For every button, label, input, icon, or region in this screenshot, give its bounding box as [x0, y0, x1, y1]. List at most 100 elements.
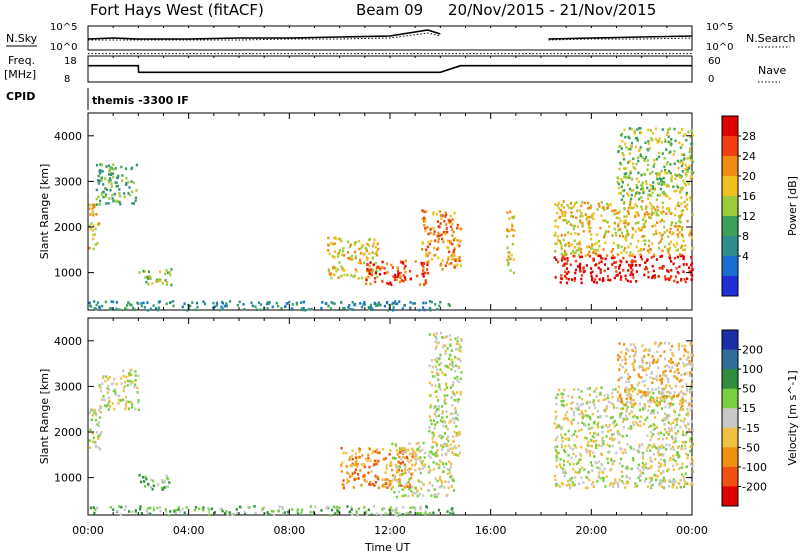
data-cell — [635, 211, 638, 214]
data-cell — [378, 451, 381, 455]
data-cell — [455, 431, 458, 435]
data-cell — [94, 227, 97, 231]
data-cell — [431, 365, 434, 369]
data-cell — [674, 177, 677, 180]
data-cell — [618, 271, 621, 275]
data-cell — [627, 245, 630, 249]
data-cell — [443, 394, 446, 397]
data-cell — [630, 410, 633, 413]
data-cell — [648, 364, 651, 368]
data-cell — [367, 471, 370, 475]
data-cell — [626, 417, 629, 421]
data-cell — [621, 402, 624, 405]
data-cell — [416, 489, 419, 492]
data-cell — [681, 391, 684, 395]
data-cell — [615, 270, 618, 273]
data-cell — [387, 309, 390, 312]
data-cell — [436, 341, 439, 345]
data-cell — [428, 306, 431, 310]
data-cell — [642, 223, 645, 226]
data-cell — [618, 462, 621, 465]
data-cell — [108, 169, 111, 173]
data-cell — [625, 386, 628, 389]
data-cell — [408, 269, 412, 273]
data-cell — [682, 239, 685, 243]
data-cell — [634, 402, 637, 405]
data-cell — [455, 347, 458, 351]
data-cell — [396, 469, 399, 472]
data-cell — [600, 426, 603, 429]
data-cell — [377, 477, 380, 481]
data-cell — [439, 331, 443, 335]
data-cell — [161, 480, 164, 484]
data-cell — [629, 425, 632, 428]
data-cell — [98, 434, 101, 437]
data-cell — [555, 453, 558, 456]
data-cell — [360, 483, 363, 487]
data-cell — [555, 450, 558, 454]
data-cell — [127, 400, 130, 404]
data-cell — [382, 457, 385, 461]
data-cell — [637, 191, 640, 194]
data-cell — [680, 196, 683, 199]
data-cell — [654, 137, 658, 141]
data-cell — [442, 373, 445, 376]
data-cell — [597, 240, 601, 243]
data-cell — [691, 213, 694, 216]
data-cell — [640, 228, 643, 232]
data-cell — [157, 483, 160, 486]
data-cell — [624, 274, 627, 278]
data-cell — [155, 307, 158, 310]
data-cell — [621, 400, 624, 403]
colorbar-label: Power [dB] — [786, 176, 799, 236]
data-cell — [397, 490, 400, 494]
data-cell — [395, 444, 398, 448]
data-cell — [189, 304, 192, 308]
data-cell — [432, 406, 436, 409]
data-cell — [448, 263, 451, 266]
data-cell — [97, 437, 100, 440]
data-cell — [602, 442, 605, 446]
data-cell — [345, 481, 349, 485]
data-cell — [447, 448, 450, 451]
colorbar-swatch — [722, 176, 738, 197]
data-cell — [629, 401, 632, 404]
data-cell — [129, 382, 132, 386]
data-cell — [563, 249, 567, 253]
data-cell — [670, 435, 674, 438]
data-cell — [652, 233, 655, 236]
data-cell — [331, 242, 334, 246]
data-cell — [616, 211, 619, 215]
data-cell — [578, 255, 582, 259]
data-cell — [97, 179, 100, 182]
data-cell — [627, 380, 631, 383]
data-cell — [621, 132, 624, 136]
data-cell — [607, 461, 610, 465]
data-cell — [278, 505, 281, 509]
data-cell — [254, 511, 257, 515]
data-cell — [639, 146, 642, 149]
data-cell — [402, 506, 405, 509]
data-cell — [641, 461, 644, 465]
data-cell — [346, 478, 349, 481]
data-cell — [459, 393, 462, 396]
data-cell — [677, 214, 680, 218]
data-cell — [409, 306, 412, 310]
data-cell — [596, 480, 599, 483]
data-cell — [645, 267, 649, 271]
data-cell — [458, 365, 461, 369]
data-cell — [137, 302, 140, 305]
colorbar-swatch — [722, 408, 738, 429]
nsky-tick-hi: 10^5 — [50, 22, 77, 33]
data-cell — [653, 411, 656, 415]
data-cell — [618, 395, 621, 398]
data-cell — [657, 241, 661, 245]
data-cell — [145, 477, 148, 481]
data-cell — [657, 451, 660, 454]
data-cell — [91, 229, 94, 232]
data-cell — [166, 271, 170, 275]
data-cell — [674, 173, 677, 176]
data-cell — [577, 248, 580, 252]
data-cell — [93, 203, 96, 207]
